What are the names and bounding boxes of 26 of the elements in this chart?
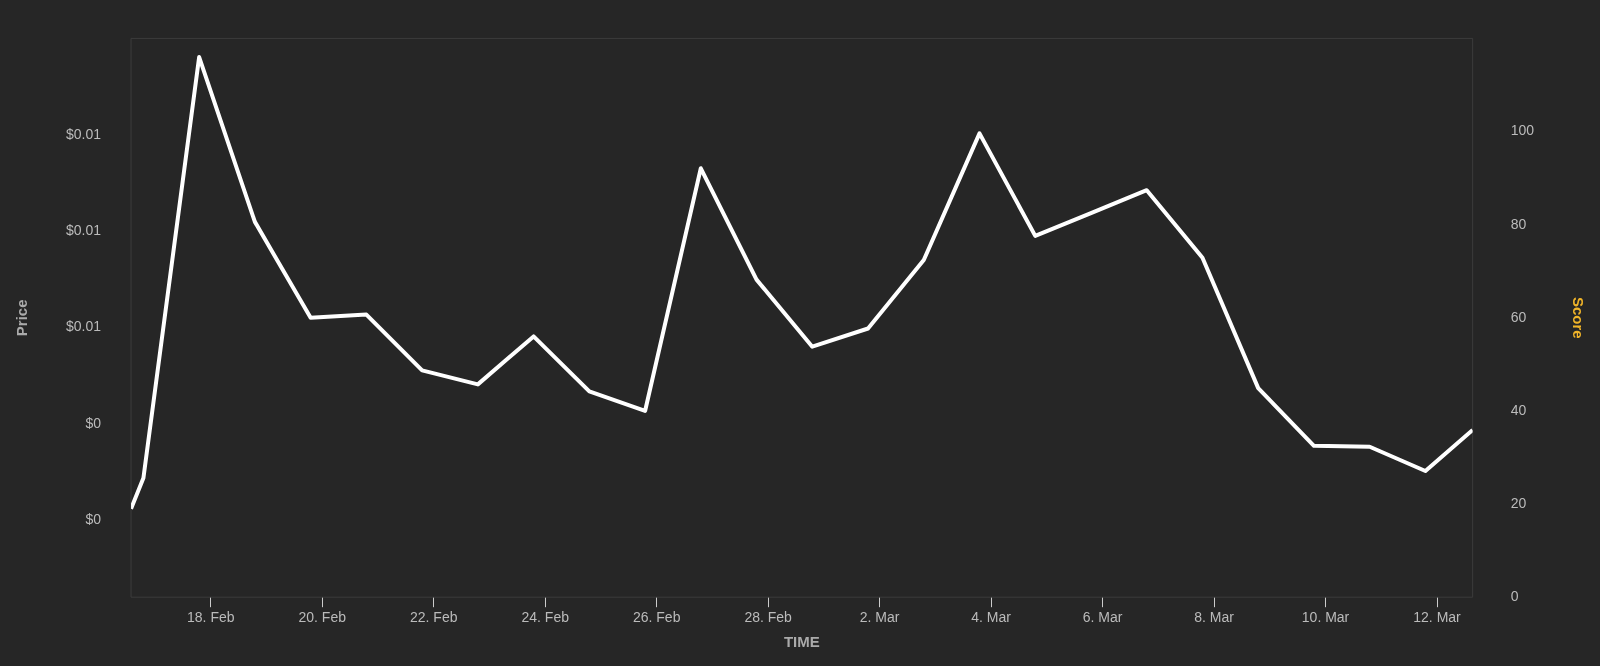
x-axis-title: TIME [783,633,820,651]
x-tick-label: 28. Feb [744,609,793,626]
y2-tick-label: 40 [1510,401,1527,418]
x-tick-label: 6. Mar [1082,609,1123,626]
y-tick-label: $0 [85,414,102,431]
x-tick-label: 18. Feb [187,609,235,626]
x-tick-label: 20. Feb [298,609,347,626]
y2-tick-label: 20 [1510,494,1527,511]
y-axis-title: Price [13,299,31,337]
x-tick-label: 2. Mar [859,609,900,626]
y-tick-label: $0 [85,510,102,527]
y-tick-label: $0.01 [65,125,102,142]
y-tick-label: $0.01 [65,221,102,238]
y2-tick-label: 100 [1510,122,1535,139]
x-tick-label: 4. Mar [971,609,1012,626]
x-tick-label: 22. Feb [409,609,458,626]
x-tick-label: 24. Feb [521,609,570,626]
x-tick-label: 26. Feb [632,609,681,626]
y2-axis-title: Score [1569,296,1587,339]
x-tick-label: 10. Mar [1301,609,1350,626]
x-tick-label: 12. Mar [1413,609,1462,626]
x-tick-label: 8. Mar [1194,609,1235,626]
y-tick-label: $0.01 [65,318,102,335]
y2-tick-label: 60 [1510,308,1527,325]
y2-tick-label: 80 [1510,215,1527,232]
y2-tick-label: 0 [1510,588,1519,605]
